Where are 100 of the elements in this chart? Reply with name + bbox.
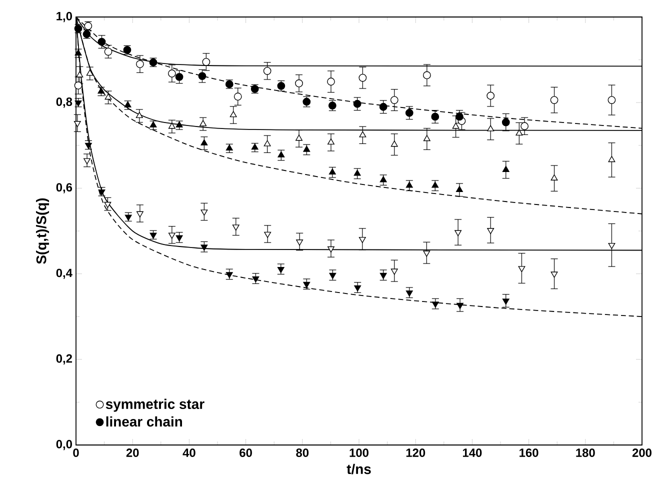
point [200,139,208,146]
x-tick-label: 200 [632,448,652,457]
point [502,166,510,172]
point [432,182,439,188]
point [608,156,616,162]
point [150,121,157,128]
point [329,272,336,280]
point [226,144,233,151]
point [230,111,237,118]
point [405,108,414,117]
point [550,96,558,104]
point [380,272,387,280]
x-axis-title: t/ns [346,464,371,474]
point [520,122,529,130]
point [104,202,112,208]
x-tick-label: 120 [406,448,426,457]
point [502,118,510,126]
point [486,92,495,100]
point [226,272,233,278]
point [98,88,105,94]
point [354,170,361,176]
point [252,276,260,282]
point [608,96,616,104]
point [456,186,463,192]
point [327,78,335,86]
point [354,285,362,292]
point [198,72,206,80]
point [454,230,462,236]
point [168,122,176,129]
point [104,48,112,56]
point [150,232,157,239]
point [277,266,284,274]
point [168,232,176,239]
point [608,242,616,250]
point [423,135,430,142]
point [550,174,558,180]
point [74,100,82,107]
x-tick-label: 0 [73,448,79,457]
point [328,138,334,145]
point [168,70,176,78]
point [74,120,81,128]
point [406,290,413,297]
point [200,210,208,216]
point [200,244,208,251]
x-tick-label: 140 [462,448,482,457]
point [234,92,242,101]
point [456,302,464,309]
y-tick-label: 0,4 [56,268,72,279]
point [328,246,334,252]
point [390,268,398,275]
x-tick-label: 60 [240,448,252,457]
point [264,140,271,146]
legend-label: linear chain [106,416,182,427]
point [390,96,398,104]
point [328,168,336,175]
point [358,74,367,82]
point [175,72,184,81]
point [200,120,207,126]
point [550,272,558,278]
point [296,240,304,246]
point [136,211,144,218]
point [104,94,112,100]
y-tick-label: 0,8 [56,98,72,108]
x-tick-label: 100 [350,448,368,457]
point [232,224,240,231]
point [518,266,526,272]
point [84,22,92,30]
x-tick-label: 20 [126,448,139,457]
point [74,49,82,56]
point [380,176,387,182]
point [136,112,143,118]
point [84,158,91,164]
point [295,79,303,88]
point [487,125,494,132]
point [432,302,439,308]
point [123,46,132,54]
point [487,228,494,234]
point [296,134,302,141]
y-axis-title: S(q,t)/S(q) [36,198,50,264]
y-tick-label: 0,6 [56,183,72,194]
x-tick-label: 40 [182,448,196,457]
point [353,100,362,108]
point [422,71,431,80]
point [202,58,210,66]
point [303,282,310,288]
point [74,82,82,90]
point [516,129,523,136]
point [124,101,132,108]
x-tick-label: 180 [576,448,595,457]
point [98,38,106,46]
point [278,151,285,158]
point [250,84,259,93]
point [502,298,510,305]
point [303,146,310,152]
point [124,214,132,221]
point [431,112,440,121]
point [251,144,258,150]
point [76,71,84,78]
point [359,131,366,138]
y-tick-label: 0,0 [56,440,72,450]
